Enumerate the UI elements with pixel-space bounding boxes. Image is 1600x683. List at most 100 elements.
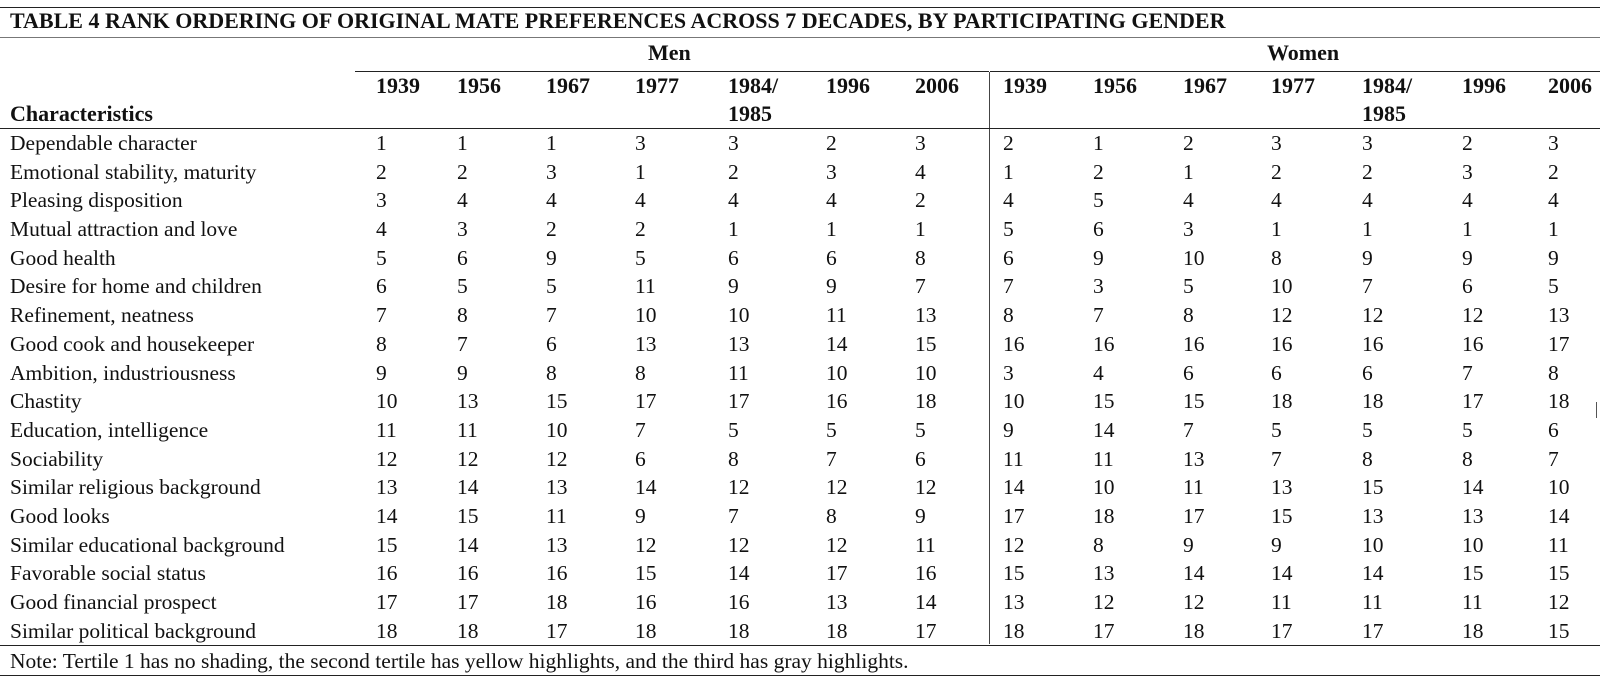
women-rank-cell: 15: [1183, 389, 1205, 414]
women-rank-cell: 1: [1271, 217, 1282, 242]
women-rank-cell: 14: [1362, 561, 1384, 586]
women-rank-cell: 9: [1003, 417, 1014, 442]
women-rank-cell: 8: [1548, 360, 1559, 385]
men-rank-cell: 12: [546, 446, 568, 471]
women-rank-cell: 7: [1462, 360, 1473, 385]
women-rank-cell: 3: [1271, 131, 1282, 155]
men-rank-cell: 18: [728, 618, 750, 643]
men-rank-cell: 11: [546, 503, 567, 528]
men-rank-cell: 6: [546, 331, 557, 356]
table-title: TABLE 4 RANK ORDERING OF ORIGINAL MATE P…: [10, 8, 1226, 33]
men-rank-cell: 5: [826, 417, 837, 442]
men-rank-cell: 17: [376, 590, 398, 614]
men-rank-cell: 1: [728, 217, 739, 242]
row-label: Dependable character: [10, 131, 197, 155]
men-rank-cell: 16: [546, 561, 568, 586]
women-rank-cell: 13: [1003, 590, 1025, 614]
men-rank-cell: 9: [635, 503, 646, 528]
men-rank-cell: 6: [376, 274, 387, 299]
men-rank-cell: 14: [457, 532, 479, 557]
men-year-6: 2006: [915, 73, 959, 98]
women-rank-cell: 16: [1271, 331, 1293, 356]
men-rank-cell: 4: [826, 188, 837, 213]
men-rank-cell: 16: [635, 590, 657, 614]
women-rank-cell: 9: [1362, 245, 1373, 270]
women-rank-cell: 14: [1093, 417, 1115, 442]
men-rank-cell: 14: [915, 590, 937, 614]
men-year-2: 1967: [546, 73, 590, 98]
women-rank-cell: 11: [1462, 590, 1483, 614]
men-rank-cell: 13: [457, 389, 479, 414]
gender-divider: [989, 72, 990, 644]
table-row: Good financial prospect 17 17 18 16 16 13 14 13 1…: [0, 588, 1600, 617]
women-rank-cell: 1: [1003, 159, 1014, 184]
table-row: Refinement, neatness 7 8 7 10 10 11 13 8 7 8 12 12 12…: [0, 301, 1600, 330]
men-rank-cell: 3: [635, 131, 646, 155]
men-rank-cell: 1: [376, 131, 387, 155]
men-rank-cell: 2: [635, 217, 646, 242]
women-rank-cell: 14: [1183, 561, 1205, 586]
table-row: Dependable character 1 1 1 3 3 2 3 2 1 2 3 3 2 3: [0, 129, 1600, 158]
men-rank-cell: 6: [457, 245, 468, 270]
women-rank-cell: 16: [1093, 331, 1115, 356]
women-rank-cell: 2: [1271, 159, 1282, 184]
men-rank-cell: 8: [915, 245, 926, 270]
men-rank-cell: 11: [376, 417, 397, 442]
women-rank-cell: 4: [1462, 188, 1473, 213]
men-rank-cell: 11: [915, 532, 936, 557]
women-rank-cell: 18: [1093, 503, 1115, 528]
women-rank-cell: 15: [1362, 475, 1384, 500]
women-rank-cell: 17: [1271, 618, 1293, 643]
men-year-1: 1956: [457, 73, 501, 98]
table-row: Similar religious background 13 14 13 14 12 12…: [0, 473, 1600, 502]
women-rank-cell: 9: [1271, 532, 1282, 557]
table-row: Good health 5 6 9 5 6 6 8 6 9 10 8 9 9 9: [0, 244, 1600, 273]
women-rank-cell: 14: [1271, 561, 1293, 586]
men-rank-cell: 16: [457, 561, 479, 586]
men-rank-cell: 12: [915, 475, 937, 500]
men-rank-cell: 11: [457, 417, 478, 442]
men-rank-cell: 9: [728, 274, 739, 299]
women-rank-cell: 13: [1271, 475, 1293, 500]
men-rank-cell: 17: [915, 618, 937, 643]
men-rank-cell: 8: [376, 331, 387, 356]
women-rank-cell: 18: [1271, 389, 1293, 414]
row-label: Desire for home and children: [10, 274, 262, 299]
women-rank-cell: 16: [1003, 331, 1025, 356]
men-rank-cell: 15: [457, 503, 479, 528]
men-rank-cell: 14: [635, 475, 657, 500]
men-rank-cell: 7: [376, 303, 387, 328]
men-rank-cell: 7: [728, 503, 739, 528]
women-rank-cell: 5: [1003, 217, 1014, 242]
women-rank-cell: 15: [1462, 561, 1484, 586]
header-rule: [0, 128, 1600, 129]
men-rank-cell: 7: [546, 303, 557, 328]
women-year-5: 1996: [1462, 73, 1506, 98]
women-rank-cell: 10: [1183, 245, 1205, 270]
women-rank-cell: 8: [1003, 303, 1014, 328]
women-rank-cell: 12: [1271, 303, 1293, 328]
women-rank-cell: 11: [1093, 446, 1114, 471]
table-row: Pleasing disposition 3 4 4 4 4 4 2 4 5 4 4 4 4 4: [0, 186, 1600, 215]
top-rule: [0, 7, 1600, 8]
women-year-1: 1956: [1093, 73, 1137, 98]
women-rank-cell: 5: [1362, 417, 1373, 442]
women-rank-cell: 16: [1362, 331, 1384, 356]
men-rank-cell: 10: [635, 303, 657, 328]
women-rank-cell: 3: [1362, 131, 1373, 155]
men-rank-cell: 10: [728, 303, 750, 328]
women-rank-cell: 7: [1548, 446, 1559, 471]
women-rank-cell: 4: [1362, 188, 1373, 213]
men-rank-cell: 17: [546, 618, 568, 643]
men-rank-cell: 6: [728, 245, 739, 270]
row-label: Favorable social status: [10, 561, 206, 586]
men-rank-cell: 12: [728, 532, 750, 557]
women-rank-cell: 10: [1003, 389, 1025, 414]
men-rank-cell: 4: [635, 188, 646, 213]
men-rank-cell: 14: [728, 561, 750, 586]
men-rank-cell: 1: [457, 131, 468, 155]
table-body: Dependable character 1 1 1 3 3 2 3 2 1 2 3 3 2 3 Emotio…: [0, 129, 1600, 645]
row-label: Refinement, neatness: [10, 303, 194, 328]
women-rank-cell: 12: [1093, 590, 1115, 614]
women-rank-cell: 4: [1548, 188, 1559, 213]
